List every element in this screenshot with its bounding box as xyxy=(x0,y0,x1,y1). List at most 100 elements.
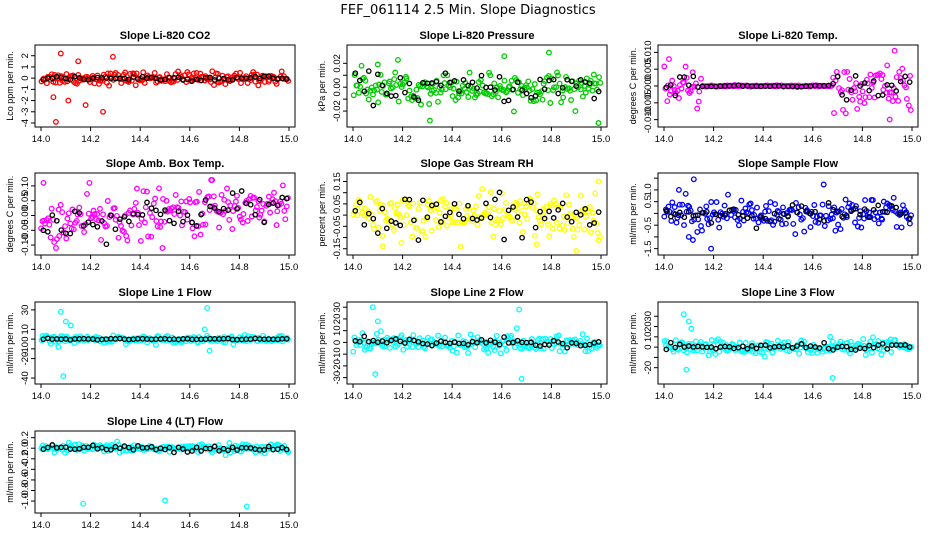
reference-point xyxy=(564,344,571,351)
data-point xyxy=(671,204,678,211)
data-point xyxy=(681,222,687,229)
y-tick-label: -4 xyxy=(20,119,31,127)
data-point xyxy=(461,219,468,226)
data-point xyxy=(534,336,541,343)
data-point xyxy=(742,339,749,346)
y-tick-label: -0.010 xyxy=(643,106,654,133)
reference-point xyxy=(265,443,272,450)
outlier-point xyxy=(595,120,602,126)
reference-point xyxy=(397,222,404,229)
reference-point xyxy=(514,337,521,344)
data-point xyxy=(560,213,567,220)
data-point xyxy=(468,218,475,225)
data-point xyxy=(150,200,157,207)
data-point xyxy=(409,233,416,240)
data-point xyxy=(770,221,777,228)
reference-point xyxy=(676,341,683,348)
data-point xyxy=(853,203,859,210)
outlier-point xyxy=(690,176,697,183)
reference-point xyxy=(897,78,904,85)
reference-point xyxy=(758,214,764,220)
data-point xyxy=(197,231,204,238)
reference-point xyxy=(397,338,404,345)
data-point xyxy=(466,69,473,76)
data-point xyxy=(436,209,443,216)
reference-point xyxy=(703,208,710,215)
data-point xyxy=(193,69,200,76)
data-point xyxy=(367,194,374,200)
data-point xyxy=(379,232,386,239)
data-point xyxy=(281,207,288,214)
reference-point xyxy=(866,87,873,94)
data-point xyxy=(854,223,861,230)
reference-point xyxy=(676,74,683,80)
data-point xyxy=(492,221,499,228)
data-point xyxy=(283,203,290,210)
panel-2: Slope Li-820 Pressure 14.0 14.2 14.4 14.6 14.… xyxy=(317,30,610,145)
outlier-point xyxy=(666,56,672,63)
data-point xyxy=(391,76,398,83)
data-point xyxy=(148,233,155,240)
data-point xyxy=(538,221,544,228)
x-tick-label: 14.6 xyxy=(181,134,200,145)
data-point xyxy=(898,224,905,231)
data-point xyxy=(846,76,853,82)
x-tick-label: 14.6 xyxy=(804,134,823,145)
data-point xyxy=(154,223,161,230)
data-point xyxy=(569,225,576,232)
data-point xyxy=(378,88,385,95)
x-tick-label: 14.2 xyxy=(393,391,412,402)
panel-title: Slope Line 3 Flow xyxy=(742,287,835,299)
reference-point xyxy=(546,342,552,348)
reference-point xyxy=(451,200,458,207)
reference-point xyxy=(667,339,674,346)
reference-point xyxy=(283,335,290,342)
data-point xyxy=(860,336,867,343)
data-point xyxy=(479,185,486,192)
data-point xyxy=(799,215,806,222)
data-point xyxy=(862,197,869,204)
data-point xyxy=(152,195,159,202)
reference-point xyxy=(402,340,408,346)
reference-point xyxy=(843,96,850,103)
reference-point xyxy=(211,77,218,83)
y-tick-label: 0 xyxy=(332,340,343,345)
y-tick-label: -1 xyxy=(20,85,31,93)
reference-point xyxy=(681,214,688,221)
y-tick-label: -20 xyxy=(332,359,343,373)
data-point xyxy=(447,206,454,213)
data-point xyxy=(582,348,589,355)
outlier-point xyxy=(829,374,836,381)
reference-point xyxy=(144,199,150,206)
reference-point xyxy=(528,339,534,346)
data-point xyxy=(748,207,755,214)
reference-point xyxy=(595,88,602,95)
data-point xyxy=(61,78,68,85)
reference-point xyxy=(848,208,854,215)
reference-point xyxy=(487,337,494,344)
data-point xyxy=(772,201,779,208)
data-point xyxy=(191,233,198,240)
data-point xyxy=(572,108,579,115)
data-point xyxy=(428,227,435,234)
y-tick-label: -2 xyxy=(20,96,31,104)
data-point xyxy=(156,185,162,192)
data-point xyxy=(415,206,422,213)
reference-point xyxy=(523,196,530,203)
data-point xyxy=(875,220,882,227)
outlier-point xyxy=(680,311,687,318)
y-tick-label: 20 xyxy=(643,321,654,332)
reference-point xyxy=(875,202,882,209)
reference-point xyxy=(261,447,268,453)
reference-point xyxy=(456,211,462,218)
reference-point xyxy=(573,83,580,89)
reference-point xyxy=(171,220,177,227)
outlier-point xyxy=(57,50,64,57)
reference-point xyxy=(411,217,417,224)
panel-1: Slope Li-820 CO2 14.0 14.2 14.4 14.6 14.8 15.0… xyxy=(5,30,298,145)
reference-point xyxy=(58,227,65,233)
reference-point xyxy=(415,338,422,345)
reference-point xyxy=(274,202,281,209)
data-point xyxy=(199,210,206,217)
reference-point xyxy=(798,203,805,209)
